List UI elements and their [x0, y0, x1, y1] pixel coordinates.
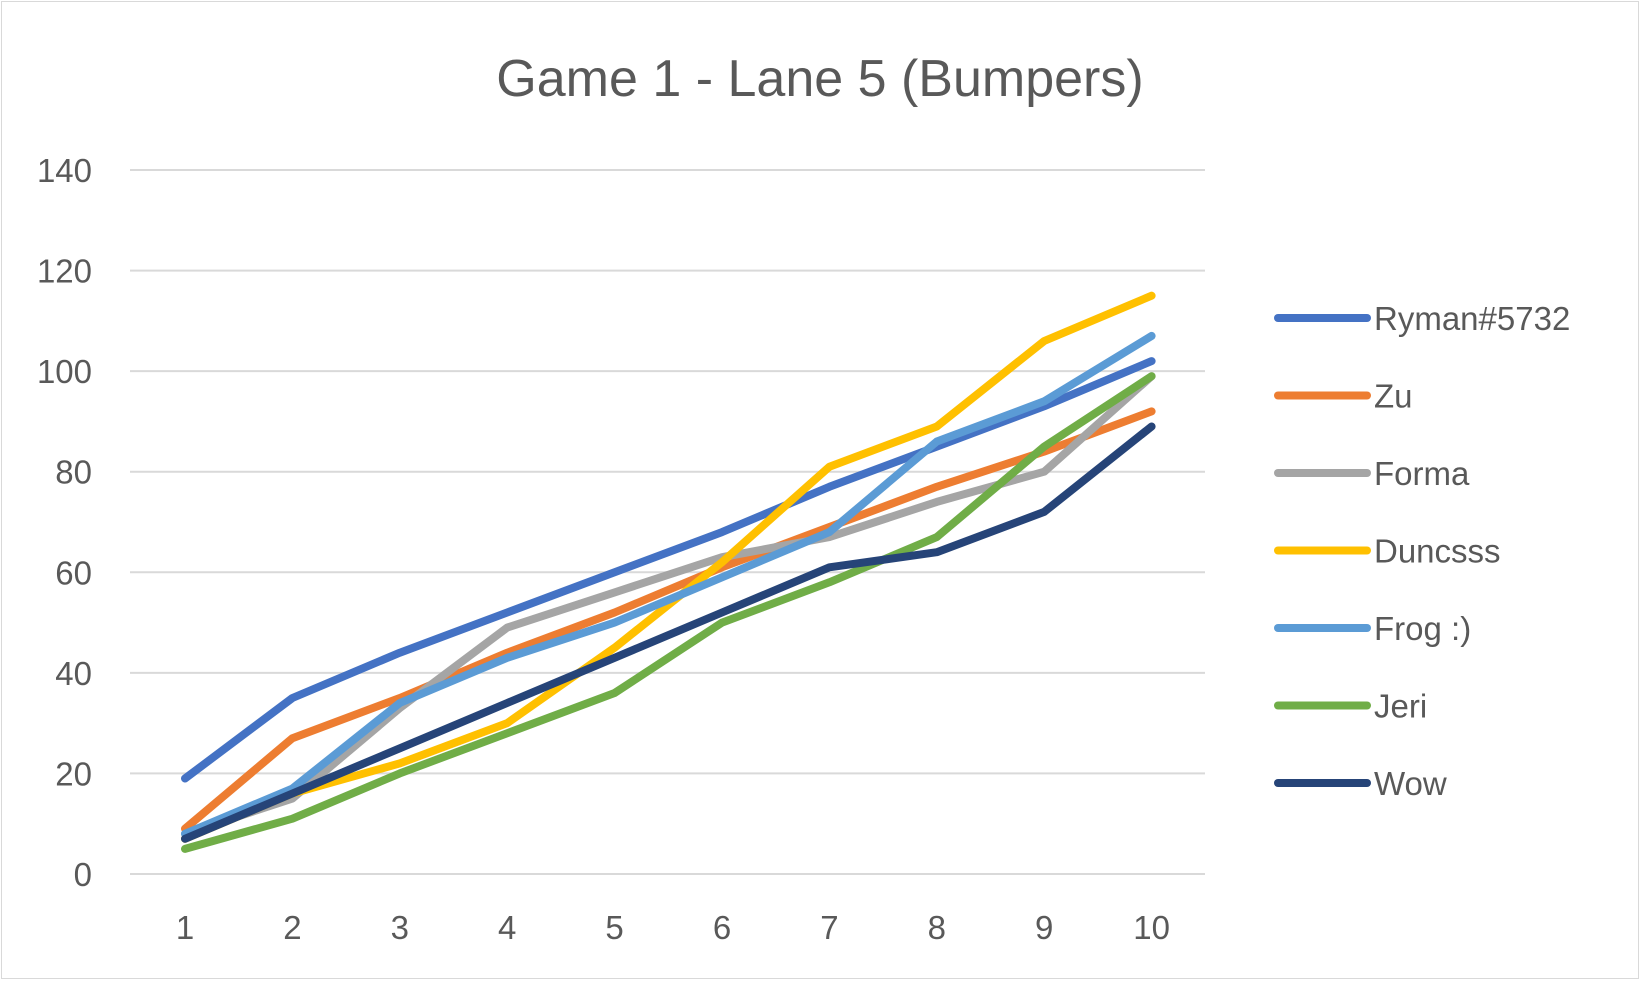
x-tick-label: 3 [391, 909, 409, 946]
x-axis-ticks: 1 2 3 4 5 6 7 8 9 10 [176, 909, 1170, 946]
series-line-6 [181, 422, 1156, 843]
legend-item: Forma [1274, 455, 1470, 492]
legend-item: Ryman#5732 [1274, 300, 1570, 337]
series-line-4 [181, 331, 1156, 838]
legend-item: Frog :) [1274, 610, 1471, 647]
chart-title: Game 1 - Lane 5 (Bumpers) [496, 50, 1143, 108]
legend-item: Wow [1274, 765, 1447, 802]
legend-label: Ryman#5732 [1374, 300, 1570, 337]
x-tick-label: 6 [713, 909, 731, 946]
y-tick-label: 20 [55, 755, 92, 792]
legend: Ryman#5732 Zu Forma Duncsss Frog :) Jeri Wow [1274, 300, 1570, 802]
series-line-1 [181, 407, 1156, 833]
x-tick-label: 7 [820, 909, 838, 946]
x-tick-label: 10 [1133, 909, 1170, 946]
x-tick-label: 8 [928, 909, 946, 946]
series-lines [181, 291, 1156, 853]
y-tick-label: 60 [55, 554, 92, 591]
legend-item: Jeri [1274, 688, 1427, 725]
y-tick-label: 120 [37, 253, 92, 290]
series-line-5 [181, 372, 1156, 853]
gridlines [130, 169, 1205, 875]
legend-label: Forma [1374, 455, 1470, 492]
y-tick-label: 140 [37, 152, 92, 189]
y-axis-ticks: 0 20 40 60 80 100 120 140 [37, 152, 92, 893]
y-tick-label: 40 [55, 655, 92, 692]
x-tick-label: 9 [1035, 909, 1053, 946]
legend-label: Wow [1374, 765, 1447, 802]
legend-label: Zu [1374, 378, 1413, 415]
legend-label: Jeri [1374, 688, 1427, 725]
y-tick-label: 100 [37, 353, 92, 390]
x-tick-label: 2 [283, 909, 301, 946]
legend-item: Duncsss [1274, 533, 1501, 570]
x-tick-label: 5 [605, 909, 623, 946]
series-line-0 [181, 357, 1156, 783]
legend-label: Duncsss [1374, 533, 1501, 570]
legend-label: Frog :) [1374, 610, 1471, 647]
y-tick-label: 80 [55, 454, 92, 491]
y-tick-label: 0 [74, 856, 92, 893]
x-tick-label: 1 [176, 909, 194, 946]
x-tick-label: 4 [498, 909, 516, 946]
series-line-3 [181, 291, 1156, 843]
legend-item: Zu [1274, 378, 1413, 415]
